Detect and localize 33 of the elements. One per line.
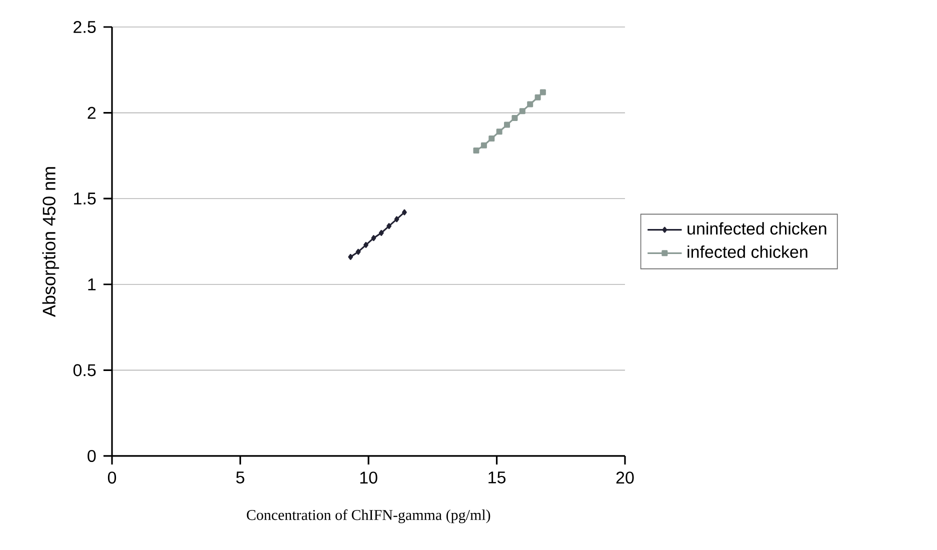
y-tick-label: 2 (88, 106, 96, 119)
y-tick-label: 1.5 (74, 192, 96, 205)
point (527, 101, 534, 108)
point (512, 114, 518, 121)
point (534, 94, 541, 100)
y-tick-label: 0.5 (73, 364, 96, 376)
point (371, 235, 376, 242)
y-tick-label: 2.5 (74, 20, 96, 34)
point (402, 209, 407, 216)
y-tick-label: 1 (88, 278, 96, 290)
point (356, 248, 361, 255)
point (540, 89, 546, 96)
x-tick-label: 15 (488, 472, 506, 484)
point (519, 108, 526, 114)
x-tick-label: 0 (108, 472, 116, 484)
point (348, 254, 353, 260)
point (488, 136, 495, 142)
legend-label: infected chicken (688, 245, 808, 258)
point (363, 242, 368, 248)
point (473, 148, 480, 154)
y-tick-label: 0 (88, 450, 96, 462)
point (378, 230, 384, 236)
x-axis-title: Concentration of ChIFN-gamma (pg/ml) (246, 509, 490, 524)
point (504, 122, 510, 128)
point (386, 223, 392, 230)
x-tick-label: 20 (616, 472, 634, 484)
y-axis-title: Absorption 450 nm (42, 167, 60, 318)
point (480, 142, 487, 148)
point (394, 216, 400, 222)
legend-label: uninfected chicken (688, 222, 826, 235)
point (496, 128, 502, 135)
x-tick-label: 10 (360, 472, 378, 484)
x-tick-label: 5 (236, 472, 244, 484)
